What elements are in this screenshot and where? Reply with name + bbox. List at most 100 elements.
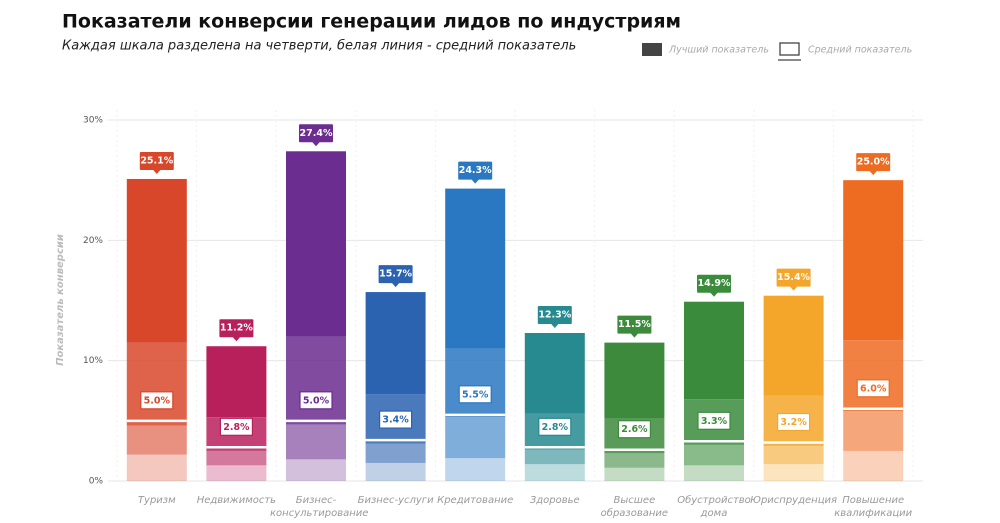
y-axis-label: Показатель конверсии (55, 234, 66, 366)
best-label: 25.1% (140, 155, 173, 166)
average-label: 2.8% (542, 422, 569, 433)
y-tick-label: 10% (83, 356, 103, 366)
average-label: 6.0% (860, 383, 887, 394)
best-label-pointer (471, 179, 480, 184)
bar-segment (365, 462, 426, 481)
bar-segment (684, 301, 744, 400)
bar-segment (206, 346, 267, 418)
average-label: 2.8% (223, 422, 250, 433)
average-label-box (538, 417, 572, 436)
chart-subtitle: Каждая шкала разделена на четверти, бела… (62, 39, 576, 54)
best-label-box (139, 151, 174, 170)
best-label-box (776, 268, 811, 287)
bar-segment (286, 459, 346, 481)
best-label: 27.4% (300, 128, 333, 139)
average-label-box (617, 420, 652, 439)
bar-segment (126, 425, 187, 455)
bar-segment (445, 348, 506, 418)
legend-icon-best (642, 43, 662, 56)
legend-icon-average (779, 42, 800, 56)
bar-segment (843, 411, 904, 451)
bar-segment (286, 424, 346, 460)
x-tick-label: Высшее образование (600, 495, 669, 519)
average-label-box (458, 385, 492, 404)
bar-segment (604, 467, 665, 481)
x-tick-label: Бизнес-услуги (357, 495, 434, 506)
bar-segment (445, 188, 506, 349)
bar-segment (126, 178, 187, 343)
bar-segment (684, 465, 744, 481)
bar-segment (604, 342, 665, 419)
x-tick-label: Повышение квалификации (834, 495, 913, 519)
average-label: 3.4% (382, 415, 409, 426)
best-label-box (617, 315, 652, 334)
best-label-box (299, 124, 333, 143)
bar-segment (365, 292, 426, 395)
best-label-box (697, 274, 731, 293)
best-label: 12.3% (538, 309, 571, 320)
bar-segment (524, 332, 585, 414)
y-tick-label: 0% (89, 477, 104, 487)
chart-title: Показатели конверсии генерации лидов по … (62, 11, 681, 33)
x-tick-label: Недвижимость (196, 495, 277, 506)
average-label: 3.2% (780, 417, 807, 428)
average-label-box (776, 412, 811, 432)
x-tick-label: Кредитование (437, 495, 514, 506)
bar-segment (286, 336, 346, 425)
bar-segment (206, 465, 267, 481)
average-label: 5.5% (462, 389, 489, 400)
bar-segment (763, 446, 824, 465)
best-label: 15.4% (777, 272, 810, 283)
y-tick-label: 20% (83, 236, 103, 246)
best-label: 11.5% (618, 319, 651, 330)
bar-segment (763, 464, 824, 481)
x-tick-label: Здоровье (529, 495, 580, 506)
bar-segment (365, 443, 426, 463)
x-tick-label: Обустройство дома (677, 495, 751, 519)
x-tick-label: Бизнес-консультирование (270, 495, 369, 519)
average-label-box (219, 417, 253, 436)
average-label: 5.0% (144, 395, 171, 406)
best-label-box (458, 161, 493, 180)
x-tick-label: Юриспруденция (750, 495, 838, 506)
best-label-box (537, 305, 572, 324)
average-label-box (140, 391, 174, 410)
best-label-box (856, 153, 891, 172)
bar-segment (524, 449, 585, 465)
bar-segment (445, 458, 506, 481)
average-label-box (379, 410, 413, 429)
bar-segment (206, 450, 267, 466)
bar-segment (763, 295, 824, 396)
best-label-pointer (152, 169, 161, 174)
bar-segment (843, 340, 904, 412)
best-label-box (378, 265, 413, 284)
average-label-box (697, 411, 731, 430)
best-label: 24.3% (459, 165, 492, 176)
best-label: 11.2% (220, 323, 253, 334)
average-label-box (856, 379, 890, 398)
best-label-pointer (550, 323, 559, 328)
best-label: 15.7% (379, 269, 412, 280)
legend-label: Средний показатель (808, 45, 912, 56)
legend-label: Лучший показатель (668, 45, 769, 56)
bar-segment (843, 180, 904, 341)
bar-segment (843, 450, 904, 481)
best-label-pointer (312, 141, 320, 147)
best-label-pointer (869, 170, 878, 176)
y-tick-label: 30% (83, 116, 103, 126)
bar-segment (126, 454, 187, 481)
best-label-pointer (630, 333, 639, 338)
average-label: 5.0% (303, 395, 330, 406)
x-tick-label: Туризм (137, 495, 176, 506)
average-label: 3.3% (701, 416, 728, 427)
bar-segment (684, 444, 744, 466)
bar-segment (126, 342, 187, 426)
best-label-pointer (789, 286, 798, 291)
bar-segment (604, 453, 665, 468)
best-label: 25.0% (857, 157, 890, 168)
best-label-box (219, 319, 254, 338)
bar-segment (286, 151, 346, 337)
bar-segment (445, 417, 506, 459)
